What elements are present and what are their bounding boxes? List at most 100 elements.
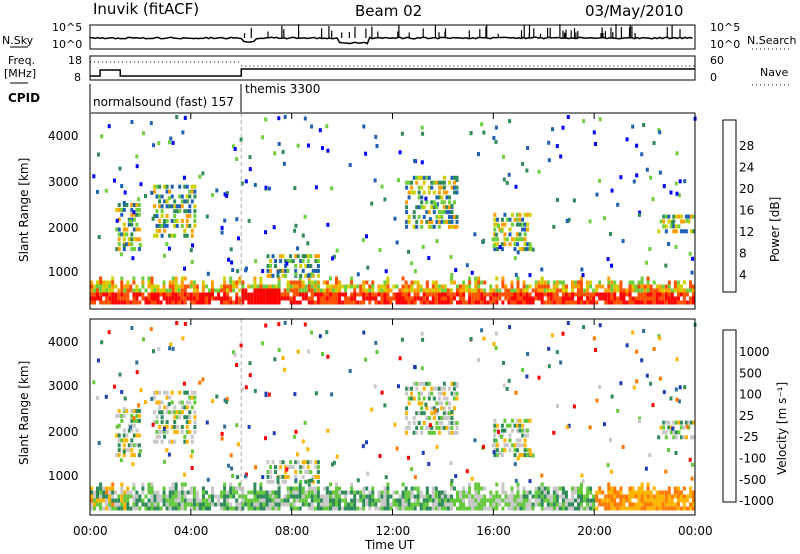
velocity-cell	[658, 336, 662, 341]
velocity-cell	[424, 402, 428, 407]
velocity-cell	[171, 506, 175, 511]
velocity-cell	[193, 400, 197, 405]
freq-line	[90, 68, 695, 77]
power-cell	[188, 189, 192, 194]
power-cell	[165, 189, 169, 194]
velocity-cell	[223, 486, 227, 491]
velocity-cell	[661, 494, 665, 499]
velocity-cell	[259, 498, 263, 503]
power-cell	[528, 296, 532, 301]
velocity-cell	[165, 405, 169, 410]
power-cell	[412, 215, 416, 219]
power-cell	[262, 292, 266, 297]
velocity-cell	[274, 494, 278, 499]
velocity-cell	[421, 450, 425, 455]
power-cell	[540, 267, 544, 272]
power-cell	[135, 207, 139, 212]
power-cell	[147, 284, 151, 289]
velocity-cell	[498, 502, 502, 507]
velocity-cell	[178, 400, 182, 405]
power-cell	[283, 296, 287, 301]
velocity-cell	[359, 506, 363, 511]
power-cell	[395, 292, 399, 297]
velocity-cell	[241, 494, 245, 499]
power-cell	[208, 292, 211, 297]
power-cell	[430, 200, 434, 205]
power-cell	[189, 296, 193, 301]
power-cell	[516, 284, 520, 289]
velocity-cell	[303, 322, 307, 327]
velocity-cell	[177, 502, 181, 507]
power-cell	[380, 296, 384, 301]
velocity-cell	[158, 405, 162, 410]
velocity-cell	[673, 502, 677, 507]
power-cell	[117, 217, 121, 222]
velocity-cell	[543, 506, 547, 511]
power-heatmap	[90, 113, 697, 309]
velocity-cell	[540, 482, 544, 487]
power-cell	[507, 172, 511, 177]
power-cell	[521, 161, 525, 166]
velocity-cell	[632, 385, 636, 390]
power-cell	[555, 144, 559, 149]
velocity-cell	[692, 420, 696, 425]
power-cell	[676, 288, 680, 293]
power-cell	[193, 184, 197, 189]
power-cell	[189, 280, 193, 285]
velocity-cell	[498, 498, 502, 503]
velocity-cell	[180, 506, 184, 511]
velocity-cell	[277, 348, 281, 352]
power-cell	[601, 292, 605, 297]
velocity-cell	[322, 486, 326, 491]
velocity-cell	[316, 498, 320, 503]
velocity-cell	[658, 506, 662, 511]
power-cell	[434, 292, 438, 297]
velocity-cell	[174, 490, 178, 495]
power-cell	[380, 288, 384, 293]
power-cell	[675, 151, 679, 156]
velocity-cell	[259, 486, 263, 491]
power-cell	[313, 280, 317, 285]
power-cell	[138, 300, 142, 305]
power-cell	[526, 222, 530, 227]
velocity-cell	[504, 494, 508, 499]
power-cell	[631, 280, 635, 285]
velocity-cell	[592, 336, 596, 341]
velocity-cell	[99, 498, 103, 503]
power-cell	[223, 296, 227, 301]
power-cell	[661, 284, 665, 289]
velocity-cell	[253, 498, 257, 503]
velocity-cell	[420, 406, 424, 411]
power-cell	[156, 284, 160, 289]
power-cell	[516, 232, 519, 237]
power-cell	[500, 222, 504, 227]
velocity-cell	[547, 346, 551, 351]
power-cell	[580, 267, 584, 272]
velocity-cell	[135, 418, 139, 423]
velocity-cell	[292, 494, 296, 499]
velocity-cell	[115, 413, 119, 418]
noise-trace	[89, 24, 693, 45]
power-cell	[256, 284, 260, 289]
velocity-cell	[655, 506, 659, 511]
power-cell	[332, 288, 335, 293]
power-cell	[195, 288, 199, 293]
velocity-cell	[190, 466, 194, 470]
velocity-cell	[153, 420, 156, 425]
velocity-cell	[658, 376, 662, 381]
power-cell	[561, 292, 565, 297]
velocity-cell	[437, 506, 441, 511]
power-ylabel: Slant Range [km]	[17, 158, 31, 262]
velocity-cell	[491, 443, 495, 448]
velocity-colorbar-tick: 500	[739, 366, 762, 380]
power-cell	[329, 296, 332, 301]
power-cell	[365, 234, 368, 239]
velocity-cell	[450, 381, 454, 386]
power-ytick-1000: 1000	[48, 265, 79, 279]
power-cell	[171, 280, 175, 285]
power-cell	[692, 214, 696, 219]
power-cell	[407, 292, 411, 297]
power-cell	[125, 232, 129, 237]
power-cell	[220, 284, 224, 289]
power-cell	[667, 280, 671, 285]
